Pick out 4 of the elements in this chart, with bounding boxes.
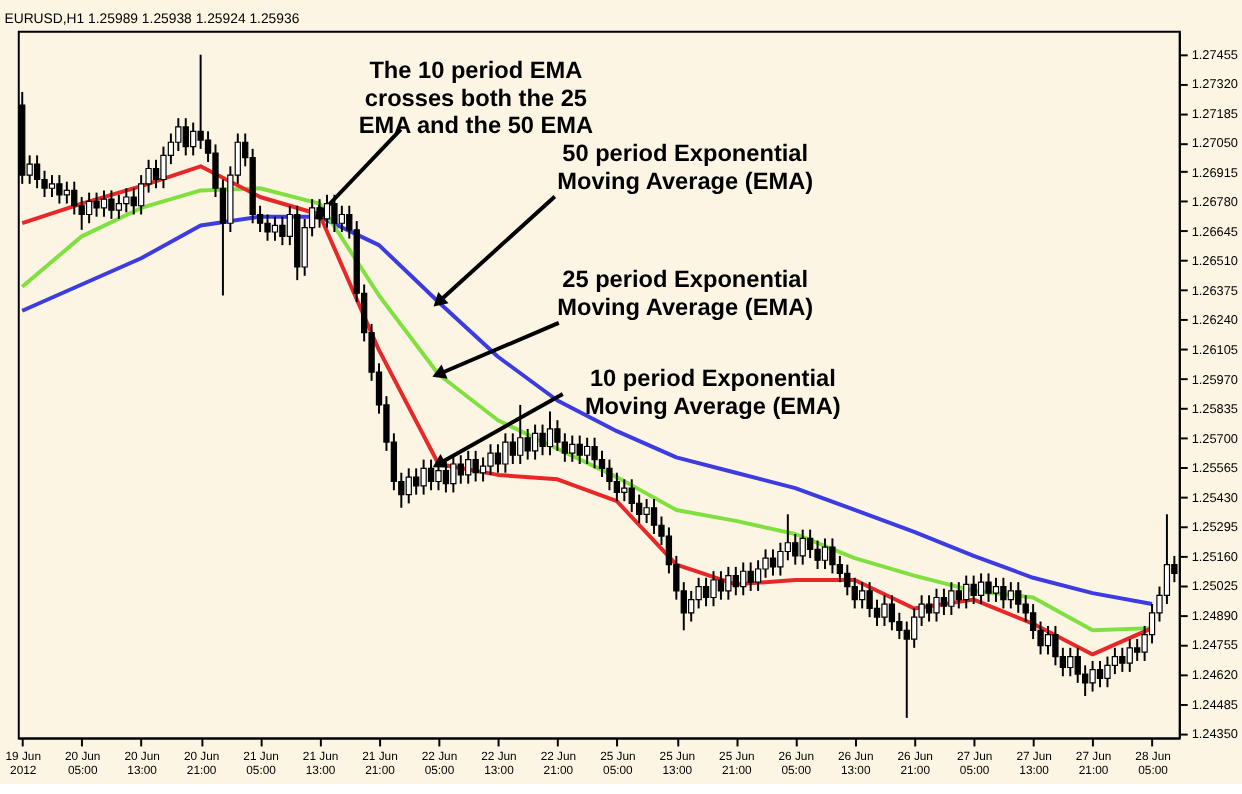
annotation: 25 period Exponential Moving Average (EMA) [557,265,814,321]
annotation: 10 period Exponential Moving Average (EMA) [584,364,841,420]
annotation: 50 period Exponential Moving Average (EMA) [557,138,814,195]
annotation: The 10 period EMA crosses both the 25 EMA and the 50 EMA [358,56,594,140]
